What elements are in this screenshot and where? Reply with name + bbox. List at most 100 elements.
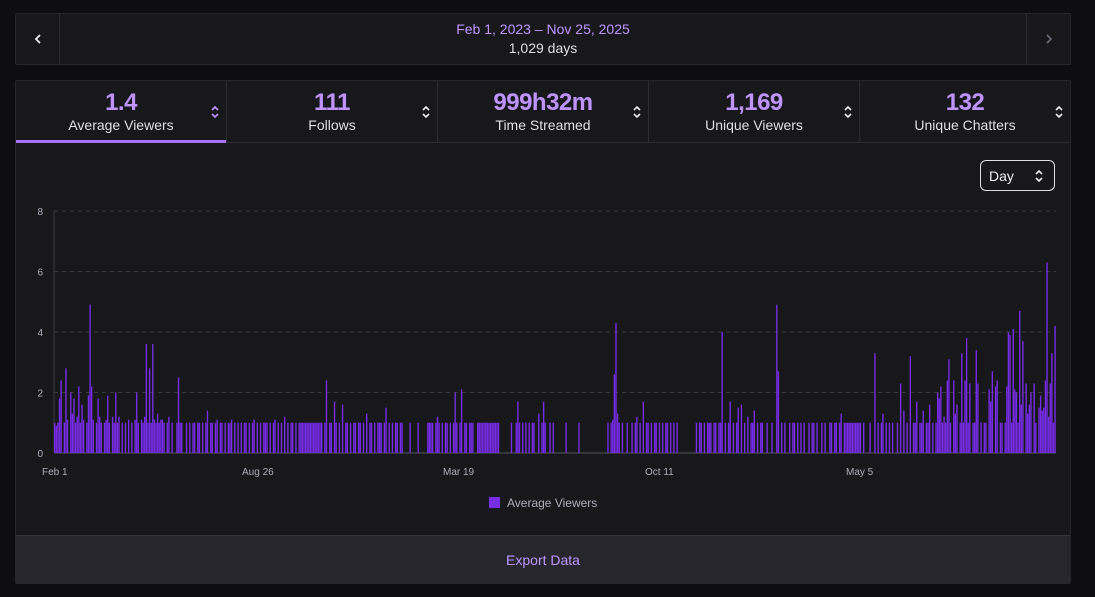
chart-bar <box>216 419 218 453</box>
chart-bar <box>1028 404 1031 453</box>
chart-bar <box>338 422 341 453</box>
chart-bar <box>287 422 289 453</box>
chart-bar <box>219 422 222 453</box>
chart-bar <box>1014 389 1016 453</box>
chart-bar <box>494 422 497 453</box>
chart-bar <box>920 422 923 453</box>
chart-bar <box>972 422 974 453</box>
chart-bar <box>158 422 160 453</box>
chart-bar <box>308 422 310 453</box>
chart-bar <box>177 377 180 454</box>
chart-bar <box>493 422 495 453</box>
chart-bar <box>99 416 101 453</box>
chart-bar <box>916 401 918 453</box>
chart-bar <box>290 422 292 453</box>
chart-bar <box>936 392 939 453</box>
chart-bar <box>922 410 924 453</box>
chart-bar <box>891 422 894 453</box>
chart-bar <box>161 419 164 453</box>
chart-bar <box>969 383 971 453</box>
chart-bar <box>715 422 717 453</box>
chart-bar <box>1035 422 1037 453</box>
chart-bar <box>777 371 780 453</box>
y-tick-label: 6 <box>37 268 43 279</box>
next-range-button[interactable] <box>1026 14 1070 64</box>
previous-range-button[interactable] <box>16 14 60 64</box>
interval-select[interactable]: Day <box>980 160 1055 191</box>
export-data-button[interactable]: Export Data <box>16 535 1070 583</box>
chart-bar <box>124 422 127 453</box>
chart-bar <box>192 422 194 453</box>
chart-bar <box>888 422 891 453</box>
chart-bar <box>1052 422 1055 453</box>
chart-bar <box>168 416 170 453</box>
chart-bar <box>359 422 361 453</box>
chart-bar <box>163 422 165 453</box>
x-tick-label: Oct 11 <box>645 467 674 478</box>
tab-unique-chatters[interactable]: 132 Unique Chatters <box>860 81 1070 142</box>
y-tick-label: 0 <box>37 449 43 460</box>
chart-bar <box>967 422 969 453</box>
tab-average-viewers[interactable]: 1.4 Average Viewers <box>16 81 227 143</box>
chart-bar <box>645 422 648 453</box>
sort-icon[interactable] <box>421 104 431 120</box>
chart-bar <box>1033 383 1035 453</box>
chart-bar <box>706 422 709 453</box>
chart-bar <box>248 422 250 453</box>
tab-follows[interactable]: 111 Follows <box>227 81 438 142</box>
chart-bar <box>485 422 487 453</box>
chart-bar <box>634 422 636 453</box>
chart-bar <box>438 422 440 453</box>
average-viewers-chart: 0 2 4 6 8 Feb 1 Aug 26 Mar 19 Oct 11 May 5 Average… <box>37 207 1056 510</box>
sort-icon[interactable] <box>632 104 642 120</box>
chart-bar <box>148 368 151 453</box>
chart-bar <box>156 413 159 453</box>
chart-bar <box>610 422 612 453</box>
sort-icon[interactable] <box>1054 104 1064 120</box>
chart-bar <box>237 422 239 453</box>
sort-icon[interactable] <box>843 104 853 120</box>
tab-time-streamed[interactable]: 999h32m Time Streamed <box>438 81 649 142</box>
chart-bar <box>488 422 490 453</box>
chart-bar <box>1044 380 1047 453</box>
chart-bar <box>612 419 614 453</box>
chart-bar <box>621 422 624 453</box>
chart-bar <box>277 422 279 453</box>
chart-bar <box>925 422 928 453</box>
sort-icon[interactable] <box>210 104 220 120</box>
date-range-display[interactable]: Feb 1, 2023 – Nov 25, 2025 1,029 days <box>60 14 1026 64</box>
chart-bar <box>708 422 710 453</box>
chart-bar <box>636 416 638 453</box>
chart-bar <box>383 422 386 453</box>
chart-bar <box>618 422 620 453</box>
chart-bar <box>538 413 540 453</box>
chart-bar <box>1012 328 1014 453</box>
chart-bar <box>95 422 98 453</box>
chart-bar <box>166 422 168 453</box>
chart-bar <box>436 416 439 453</box>
chart-bar <box>1039 395 1042 453</box>
chart-bar <box>86 422 88 453</box>
export-data-label: Export Data <box>506 551 580 568</box>
chart-bar <box>961 353 963 453</box>
chart-bar <box>150 422 152 453</box>
chart-bar <box>147 422 149 453</box>
chart-bar <box>542 401 545 453</box>
metric-label: Average Viewers <box>68 116 174 133</box>
tab-unique-viewers[interactable]: 1,169 Unique Viewers <box>649 81 860 142</box>
chart-bar <box>843 422 846 453</box>
chart-bar <box>1001 422 1003 453</box>
chart-bar <box>444 422 447 453</box>
chart-bar <box>721 332 723 453</box>
chart-bar <box>912 422 915 453</box>
chart-bar <box>522 422 524 453</box>
metric-value: 111 <box>314 88 350 116</box>
chart-bar <box>171 422 173 453</box>
chart-bar <box>631 422 633 453</box>
chart-bar <box>959 422 961 453</box>
chart-bar <box>378 422 381 453</box>
chart-bar <box>729 401 731 453</box>
chart-bar <box>137 422 139 453</box>
chart-bar <box>306 422 308 453</box>
chart-bar <box>92 419 94 453</box>
